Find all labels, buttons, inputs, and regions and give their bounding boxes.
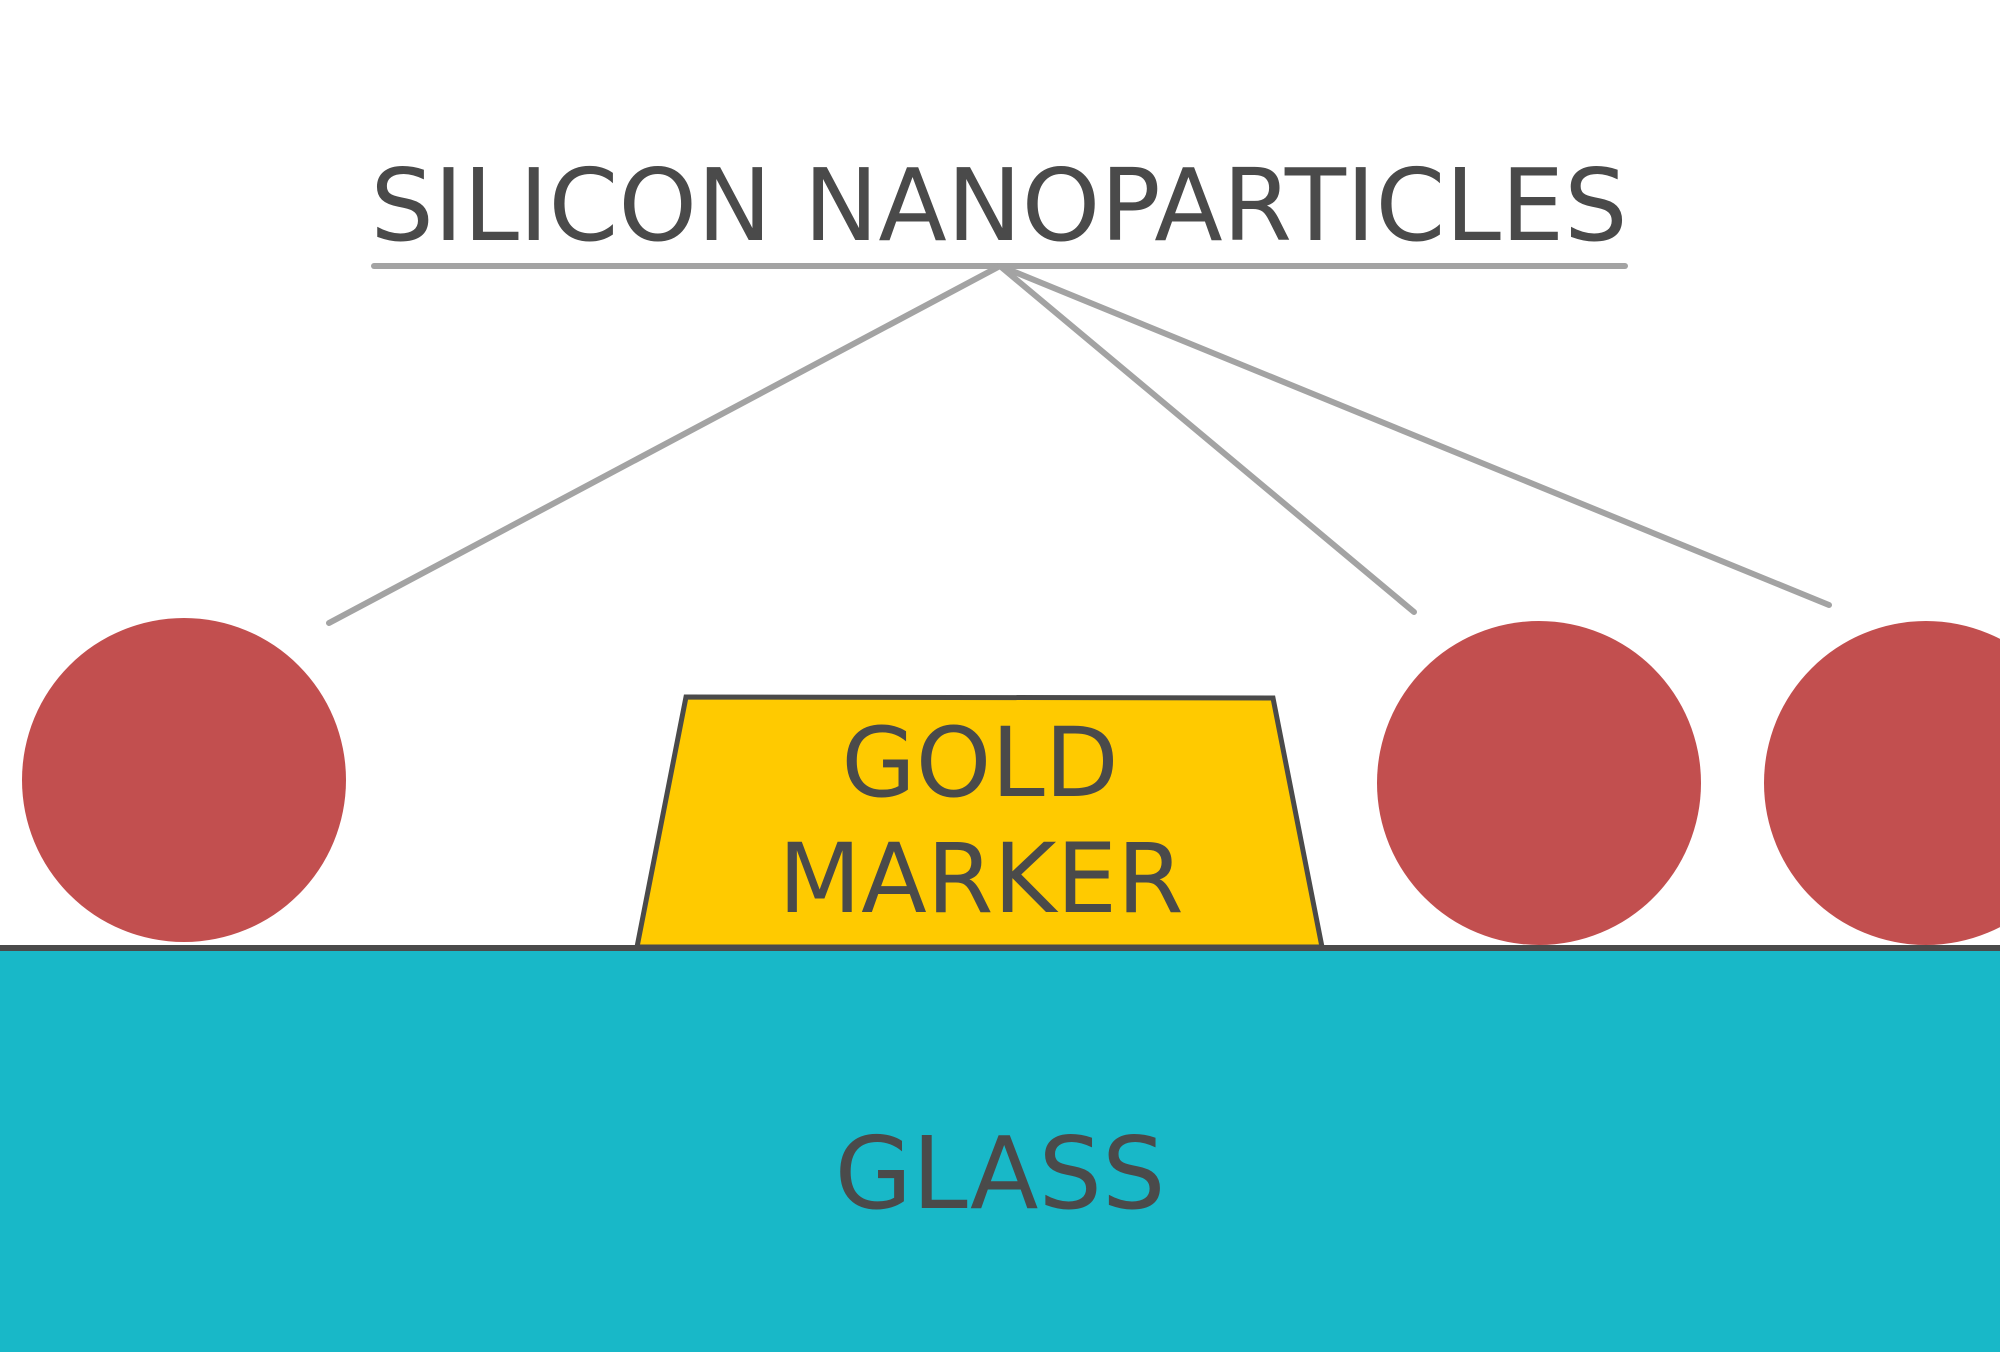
- gold-marker-label-line2: MARKER: [778, 823, 1184, 935]
- leader-line-right: [997, 263, 1832, 608]
- gold-marker-label-line1: GOLD: [841, 707, 1118, 819]
- nanoparticle-middle-right: [1377, 621, 1701, 945]
- leader-line-left: [326, 263, 1003, 626]
- title-label: SILICON NANOPARTICLES: [370, 147, 1627, 264]
- leader-line-middle: [997, 263, 1417, 615]
- nanoparticle-far-right: [1764, 621, 2000, 945]
- glass-substrate: [0, 947, 2000, 1352]
- glass-label: GLASS: [835, 1115, 1166, 1232]
- nanoparticle-left: [22, 618, 346, 942]
